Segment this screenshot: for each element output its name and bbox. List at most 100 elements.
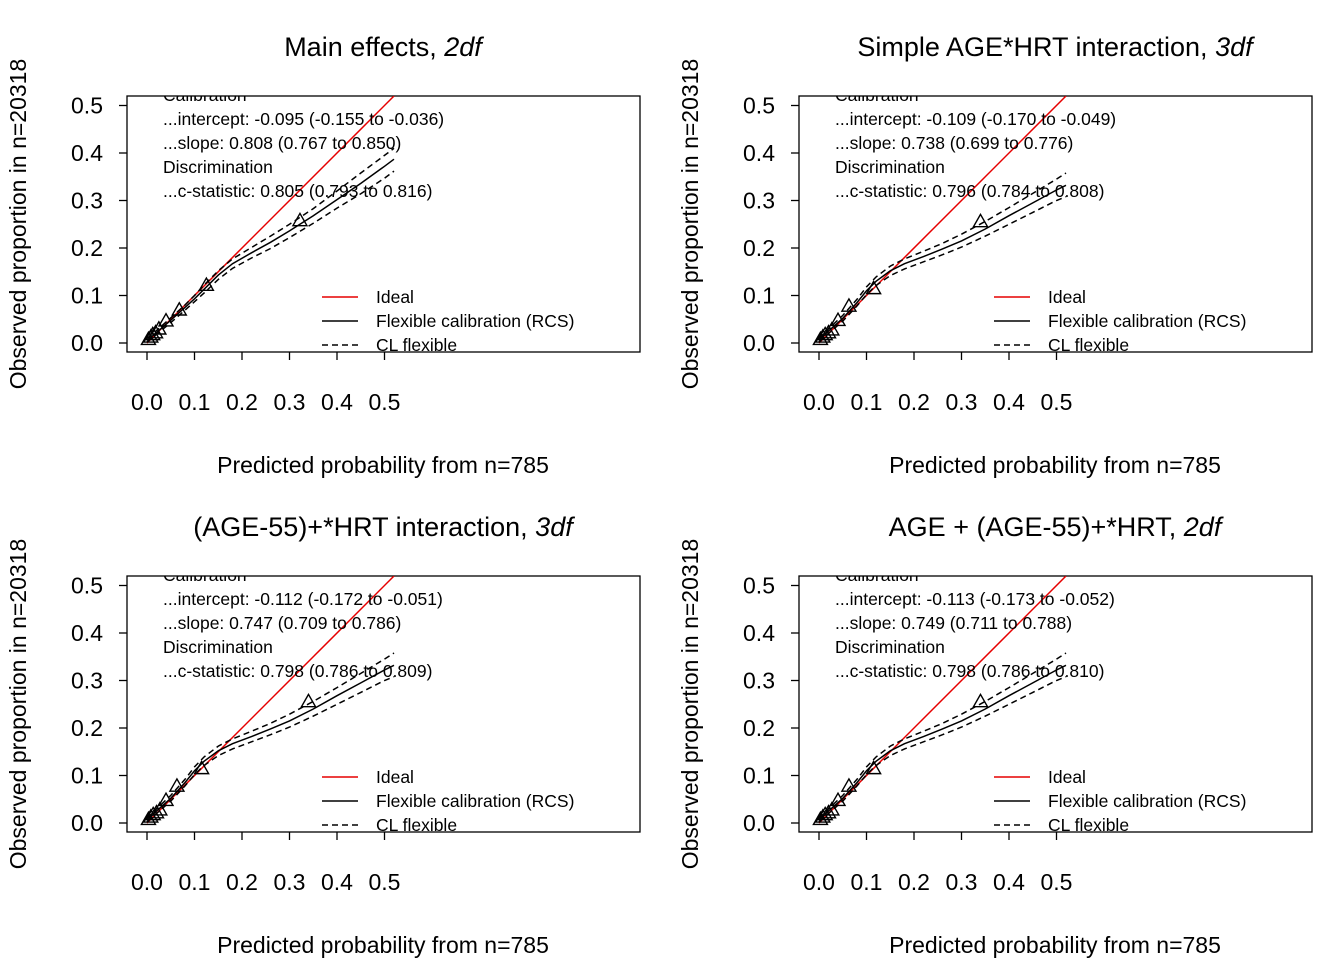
x-tick-label: 0.1 xyxy=(851,869,883,895)
x-tick-label: 0.1 xyxy=(179,389,211,415)
y-tick-label: 0.0 xyxy=(71,330,103,356)
group-point-triangle xyxy=(814,328,832,343)
y-tick-label: 0.4 xyxy=(743,620,775,646)
flexible-calibration-line xyxy=(818,184,1067,342)
panel-title-df: 3df xyxy=(1215,32,1255,62)
y-tick-label: 0.2 xyxy=(71,235,103,261)
x-tick-label: 0.2 xyxy=(898,869,930,895)
y-tick-label: 0.1 xyxy=(743,283,775,309)
group-point-triangle xyxy=(150,320,168,335)
x-tick-label: 0.3 xyxy=(946,389,978,415)
x-tick-label: 0.2 xyxy=(226,389,258,415)
x-tick-label: 0.1 xyxy=(851,389,883,415)
calibration-panel-3: (AGE-55)+*HRT interaction, 3df 0.0 0.1 0.2 0… xyxy=(5,512,641,958)
x-tick-label: 0.4 xyxy=(321,869,353,895)
y-tick-label: 0.4 xyxy=(743,140,775,166)
calibration-heading: Calibration xyxy=(835,565,919,585)
group-point-triangle xyxy=(829,791,847,807)
group-point-triangle xyxy=(144,806,162,821)
plot-frame xyxy=(126,575,641,833)
plot-area xyxy=(140,96,395,346)
ideal-line xyxy=(818,576,1067,824)
legend-label: CL flexible xyxy=(1048,335,1129,355)
group-point-triangle xyxy=(193,759,210,775)
calibration-panel-4: AGE + (AGE-55)+*HRT, 2df 0.0 0.1 0.2 0.3 0.4 0… xyxy=(677,512,1313,958)
cl-flexible-line xyxy=(818,676,1067,823)
cl-flexible-line xyxy=(146,170,395,343)
calibration-panel-2: Simple AGE*HRT interaction, 3df 0.0 0.1 0.2… xyxy=(677,32,1313,478)
x-tick-label: 0.3 xyxy=(946,869,978,895)
group-point-triangle xyxy=(820,804,837,819)
x-tick-label: 0.5 xyxy=(1041,389,1073,415)
plot-area xyxy=(812,96,1067,346)
y-tick-label: 0.3 xyxy=(71,668,103,694)
group-point-triangle xyxy=(171,301,188,316)
x-tick-label: 0.1 xyxy=(179,869,211,895)
panel-title-df: 3df xyxy=(535,512,575,542)
stat-line: ...intercept: -0.109 (-0.170 to -0.049) xyxy=(835,109,1116,129)
x-tick-label: 0.5 xyxy=(369,869,401,895)
group-point-triangle xyxy=(814,808,832,823)
y-axis-label: Observed proportion in n=20318 xyxy=(5,539,31,870)
group-point-triangle xyxy=(840,777,858,792)
stat-line: ...slope: 0.749 (0.711 to 0.788) xyxy=(835,613,1072,633)
x-tick-label: 0.0 xyxy=(803,869,835,895)
group-point-triangle xyxy=(823,321,841,336)
group-point-triangle xyxy=(865,759,882,775)
x-axis-label: Predicted probability from n=785 xyxy=(217,452,549,478)
calibration-heading: Calibration xyxy=(835,85,919,105)
y-tick-label: 0.2 xyxy=(71,715,103,741)
group-point-triangle xyxy=(168,777,186,792)
group-point-triangle xyxy=(820,324,837,339)
y-tick-label: 0.0 xyxy=(743,810,775,836)
y-tick-label: 0.0 xyxy=(743,330,775,356)
panel-title: Main effects, 2df xyxy=(284,32,484,62)
x-tick-label: 0.3 xyxy=(274,869,306,895)
y-axis-label: Observed proportion in n=20318 xyxy=(5,59,31,390)
cl-flexible-line xyxy=(818,196,1067,343)
y-tick-label: 0.1 xyxy=(71,283,103,309)
group-point-triangle xyxy=(291,212,309,227)
y-tick-label: 0.5 xyxy=(71,93,103,119)
plot-frame xyxy=(126,95,641,353)
y-tick-label: 0.5 xyxy=(743,93,775,119)
x-axis-label: Predicted probability from n=785 xyxy=(889,932,1221,958)
legend-label: Flexible calibration (RCS) xyxy=(1048,311,1246,331)
stat-line: ...slope: 0.747 (0.709 to 0.786) xyxy=(163,613,401,633)
flexible-calibration-line xyxy=(818,664,1067,822)
y-tick-label: 0.4 xyxy=(71,140,103,166)
y-tick-label: 0.2 xyxy=(743,235,775,261)
stat-line: ...c-statistic: 0.796 (0.784 to 0.808) xyxy=(835,181,1104,201)
stat-line: ...intercept: -0.113 (-0.173 to -0.052) xyxy=(835,589,1115,609)
discrimination-heading: Discrimination xyxy=(835,637,945,657)
x-tick-label: 0.2 xyxy=(898,389,930,415)
group-point-triangle xyxy=(972,212,989,228)
stat-line: ...c-statistic: 0.798 (0.786 to 0.810) xyxy=(835,661,1104,681)
y-axis-label: Observed proportion in n=20318 xyxy=(677,539,703,870)
group-point-triangle xyxy=(816,326,834,341)
ideal-line xyxy=(146,576,395,824)
y-tick-label: 0.0 xyxy=(71,810,103,836)
y-tick-label: 0.3 xyxy=(743,188,775,214)
legend-label: Ideal xyxy=(376,287,414,307)
panel-title-text: (AGE-55)+*HRT interaction, xyxy=(193,512,535,542)
cl-flexible-line xyxy=(146,147,395,340)
x-tick-label: 0.0 xyxy=(803,389,835,415)
stat-line: ...slope: 0.808 (0.767 to 0.850) xyxy=(163,133,401,153)
x-tick-label: 0.4 xyxy=(993,869,1025,895)
stat-line: ...slope: 0.738 (0.699 to 0.776) xyxy=(835,133,1073,153)
y-axis-label: Observed proportion in n=20318 xyxy=(677,59,703,390)
flexible-calibration-line xyxy=(146,158,395,342)
stat-line: ...intercept: -0.095 (-0.155 to -0.036) xyxy=(163,109,444,129)
cl-flexible-line xyxy=(146,676,395,823)
discrimination-heading: Discrimination xyxy=(163,637,273,657)
group-point-triangle xyxy=(829,311,847,327)
stat-line: ...c-statistic: 0.805 (0.793 to 0.816) xyxy=(163,181,432,201)
ideal-line xyxy=(818,96,1067,344)
legend: Ideal Flexible calibration (RCS) CL flexib… xyxy=(994,767,1246,832)
legend-label: Ideal xyxy=(1048,287,1086,307)
panel-title: (AGE-55)+*HRT interaction, 3df xyxy=(193,512,575,542)
stat-line: ...c-statistic: 0.798 (0.786 to 0.809) xyxy=(163,661,432,681)
calibration-heading: Calibration xyxy=(163,85,247,105)
